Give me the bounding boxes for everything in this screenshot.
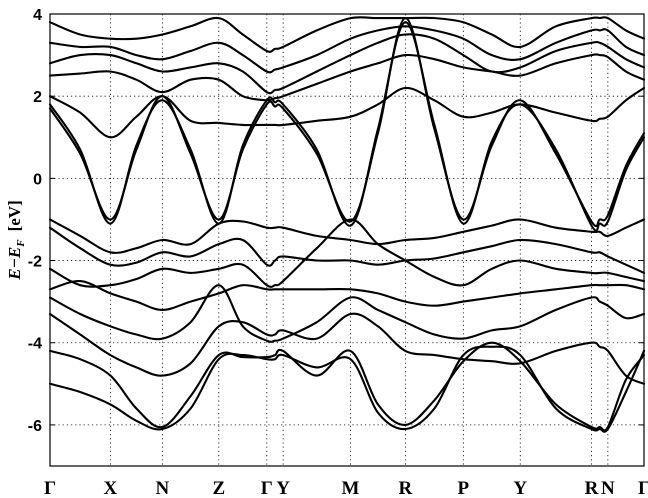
y-axis-label: E−EF[eV] [5,200,27,281]
x-tick-label: Γ [261,478,273,498]
x-tick-label: X [104,478,118,498]
band-line-8 [48,218,646,254]
x-tick-label: R [585,478,599,498]
band-line-11 [48,86,646,139]
ylabel-e: E [5,268,24,280]
x-tick-label: Z [212,478,225,498]
plot-frame [49,13,645,467]
band-line-3 [48,312,646,385]
y-tick-label: 4 [33,7,42,24]
band-line-5 [48,280,646,311]
x-tick-label: Γ [44,478,56,498]
x-tick-label: N [601,478,615,498]
y-tick-label: -4 [28,336,42,353]
x-tick-label: N [155,478,169,498]
band-line-4 [48,284,646,343]
ylabel-unit: [eV] [5,200,24,231]
band-line-2 [48,341,646,432]
y-tick-label: -6 [28,418,42,435]
y-tick-label: -2 [28,254,42,271]
band-line-10 [48,21,646,232]
band-line-15 [48,16,646,53]
x-tick-label: M [341,478,359,498]
x-tick-label: P [458,478,470,498]
band-line-9 [48,17,646,228]
band-line-14 [48,25,646,74]
x-tick-label: Y [276,478,290,498]
y-tick-label: 0 [33,171,42,188]
band-line-13 [48,33,646,95]
y-tick-label: 2 [33,89,42,106]
ylabel-ef: E [5,247,24,259]
ylabel-minus: − [5,258,24,268]
x-tick-label: Y [513,478,527,498]
ylabel-ef-subscript: F [15,239,27,248]
band-line-1 [48,345,646,433]
band-line-6 [48,218,646,288]
band-line-7 [48,226,646,274]
x-tick-label: R [399,478,413,498]
band-lines [48,16,646,433]
x-tick-label: Γ [638,478,648,498]
band-line-12 [48,53,646,102]
